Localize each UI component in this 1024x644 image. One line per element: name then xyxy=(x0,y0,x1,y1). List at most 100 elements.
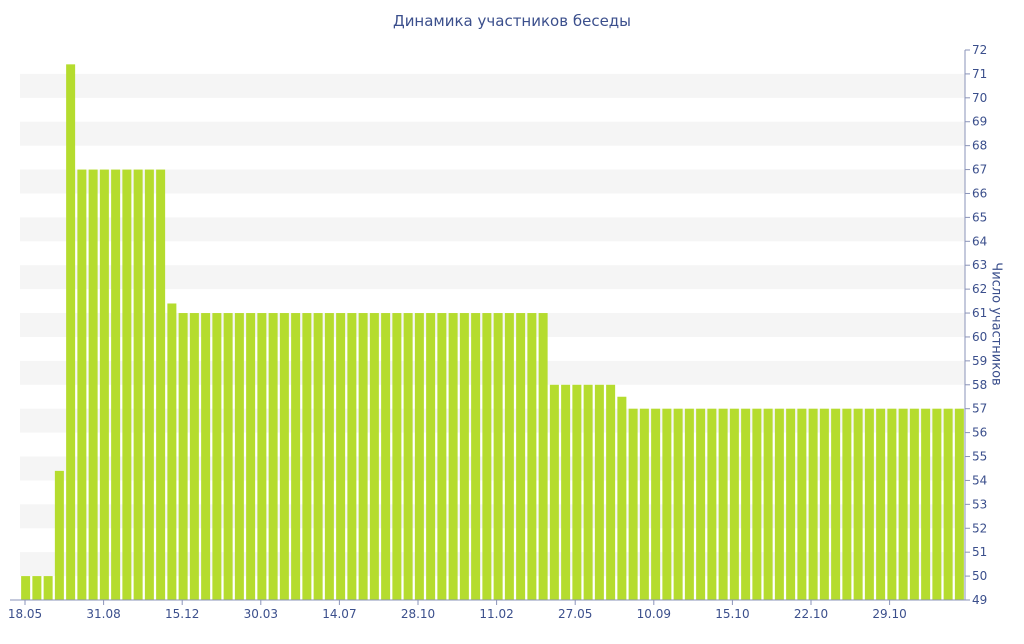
bar xyxy=(527,313,537,600)
bar xyxy=(471,313,481,600)
grid-band xyxy=(20,121,965,146)
bar xyxy=(167,303,177,600)
grid-band xyxy=(20,408,965,433)
grid-band xyxy=(20,552,965,577)
x-tick-label: 22.10 xyxy=(794,607,828,621)
bar xyxy=(752,408,762,600)
bar xyxy=(662,408,672,600)
bar xyxy=(99,169,109,600)
grid-band xyxy=(20,217,965,242)
y-tick-label: 59 xyxy=(972,354,987,368)
bar xyxy=(459,313,469,600)
x-tick-label: 14.07 xyxy=(322,607,356,621)
bar xyxy=(594,384,604,600)
bar xyxy=(279,313,289,600)
bar xyxy=(696,408,706,600)
y-tick-label: 56 xyxy=(972,426,987,440)
chart-title: Динамика участников беседы xyxy=(392,12,632,30)
grid-band xyxy=(20,73,965,98)
y-tick-label: 55 xyxy=(972,450,987,464)
bar xyxy=(482,313,492,600)
grid-band xyxy=(20,504,965,529)
bar xyxy=(628,408,638,600)
y-tick-label: 67 xyxy=(972,163,987,177)
grid-band xyxy=(20,169,965,194)
bar xyxy=(921,408,931,600)
bar xyxy=(358,313,368,600)
bar xyxy=(32,576,42,600)
bar xyxy=(718,408,728,600)
x-tick-label: 31.08 xyxy=(86,607,120,621)
y-tick-label: 64 xyxy=(972,234,987,248)
bar xyxy=(898,408,908,600)
y-tick-label: 66 xyxy=(972,186,987,200)
bar xyxy=(943,408,953,600)
y-tick-label: 69 xyxy=(972,115,987,129)
bar xyxy=(336,313,346,600)
bar xyxy=(201,313,211,600)
x-tick-label: 11.02 xyxy=(479,607,513,621)
bar xyxy=(43,576,53,600)
bar xyxy=(673,408,683,600)
y-tick-label: 71 xyxy=(972,67,987,81)
y-tick-label: 57 xyxy=(972,402,987,416)
bar xyxy=(707,408,717,600)
bar xyxy=(313,313,323,600)
bar xyxy=(21,576,31,600)
bar xyxy=(684,408,694,600)
bar xyxy=(504,313,514,600)
bar xyxy=(549,384,559,600)
bar xyxy=(88,169,98,600)
bar xyxy=(144,169,154,600)
grid-band xyxy=(20,360,965,385)
y-tick-label: 70 xyxy=(972,91,987,105)
bar xyxy=(122,169,132,600)
bar xyxy=(842,408,852,600)
bar xyxy=(774,408,784,600)
bar xyxy=(77,169,87,600)
y-tick-label: 52 xyxy=(972,521,987,535)
bar xyxy=(448,313,458,600)
y-tick-label: 49 xyxy=(972,593,987,607)
grid-band xyxy=(20,265,965,290)
bar xyxy=(797,408,807,600)
bar xyxy=(66,64,76,600)
bar xyxy=(639,408,649,600)
bar xyxy=(516,313,526,600)
bar xyxy=(178,313,188,600)
bar xyxy=(909,408,919,600)
bar xyxy=(786,408,796,600)
y-tick-label: 54 xyxy=(972,473,987,487)
bar xyxy=(954,408,964,600)
y-tick-label: 68 xyxy=(972,139,987,153)
y-tick-label: 60 xyxy=(972,330,987,344)
bar xyxy=(268,313,278,600)
y-axis-title: Число участников xyxy=(988,262,1004,386)
y-tick-label: 51 xyxy=(972,545,987,559)
bar xyxy=(234,313,244,600)
bar xyxy=(538,313,548,600)
x-tick-label: 10.09 xyxy=(637,607,671,621)
bar xyxy=(437,313,447,600)
x-tick-label: 28.10 xyxy=(401,607,435,621)
x-tick-label: 15.10 xyxy=(715,607,749,621)
bar xyxy=(381,313,391,600)
bar xyxy=(324,313,334,600)
bar xyxy=(617,396,627,600)
x-tick-label: 29.10 xyxy=(872,607,906,621)
x-tick-label: 27.05 xyxy=(558,607,592,621)
bar xyxy=(741,408,751,600)
y-tick-label: 50 xyxy=(972,569,987,583)
bar xyxy=(212,313,222,600)
bar xyxy=(853,408,863,600)
bar xyxy=(808,408,818,600)
bar xyxy=(133,169,143,600)
x-tick-label: 15.12 xyxy=(165,607,199,621)
grid-band xyxy=(20,313,965,337)
bar xyxy=(156,169,166,600)
bar xyxy=(426,313,436,600)
bar xyxy=(864,408,874,600)
grid-band xyxy=(20,456,965,481)
